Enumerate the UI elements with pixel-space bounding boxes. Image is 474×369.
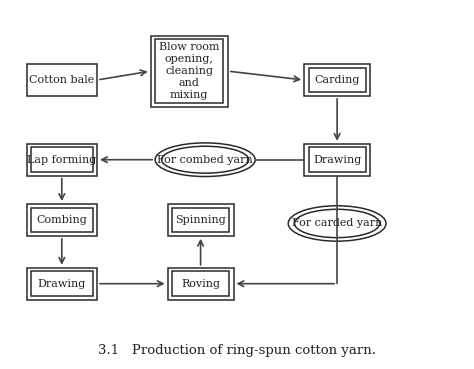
Text: Drawing: Drawing xyxy=(38,279,86,289)
Bar xyxy=(309,68,365,92)
Text: Lap forming: Lap forming xyxy=(27,155,96,165)
Bar xyxy=(31,147,92,172)
Text: Roving: Roving xyxy=(181,279,220,289)
Bar xyxy=(31,271,92,296)
Text: For carded yarn: For carded yarn xyxy=(292,218,383,228)
Bar xyxy=(309,147,365,172)
Ellipse shape xyxy=(288,206,386,241)
Bar xyxy=(304,64,370,96)
Bar xyxy=(172,207,229,232)
Bar xyxy=(27,268,97,300)
Bar xyxy=(155,39,223,103)
Text: Blow room
opening,
cleaning
and
mixing: Blow room opening, cleaning and mixing xyxy=(159,42,219,100)
Text: Drawing: Drawing xyxy=(313,155,361,165)
Text: Cotton bale: Cotton bale xyxy=(29,75,94,85)
Text: Carding: Carding xyxy=(314,75,360,85)
Bar xyxy=(27,64,97,96)
Bar xyxy=(27,204,97,236)
Text: Spinning: Spinning xyxy=(175,215,226,225)
Bar xyxy=(168,268,234,300)
Ellipse shape xyxy=(155,143,255,176)
Text: Combing: Combing xyxy=(36,215,87,225)
Bar xyxy=(151,36,228,107)
Bar xyxy=(168,204,234,236)
Bar xyxy=(172,271,229,296)
Text: For combed yarn: For combed yarn xyxy=(157,155,253,165)
Bar xyxy=(304,144,370,176)
Bar xyxy=(27,144,97,176)
Bar xyxy=(31,207,92,232)
Text: 3.1   Production of ring-spun cotton yarn.: 3.1 Production of ring-spun cotton yarn. xyxy=(98,344,376,357)
